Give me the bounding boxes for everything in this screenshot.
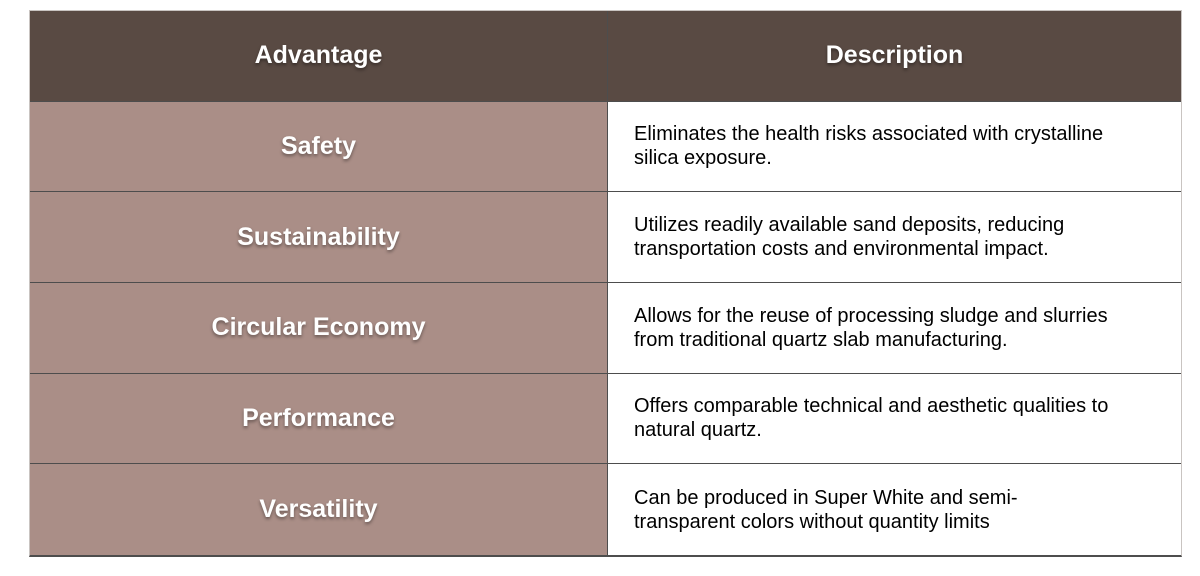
advantage-cell-sustainability: Sustainability bbox=[30, 192, 608, 283]
advantage-label: Versatility bbox=[259, 495, 378, 524]
description-cell-performance: Offers comparable technical and aestheti… bbox=[608, 373, 1181, 465]
description-cell-circular-economy: Allows for the reuse of processing sludg… bbox=[608, 282, 1181, 374]
advantage-label: Performance bbox=[242, 403, 395, 432]
advantage-cell-performance: Performance bbox=[30, 373, 608, 465]
advantage-cell-safety: Safety bbox=[30, 101, 608, 193]
header-cell-advantage: Advantage bbox=[30, 11, 608, 102]
description-text: Allows for the reuse of processing sludg… bbox=[634, 304, 1108, 351]
advantage-label: Circular Economy bbox=[211, 313, 426, 342]
advantage-cell-circular-economy: Circular Economy bbox=[30, 282, 608, 374]
description-text: Utilizes readily available sand deposits… bbox=[634, 214, 1065, 261]
description-cell-safety: Eliminates the health risks associated w… bbox=[608, 101, 1181, 193]
advantage-label: Sustainability bbox=[237, 222, 400, 251]
description-text: Eliminates the health risks associated w… bbox=[634, 123, 1104, 170]
header-cell-description: Description bbox=[608, 11, 1181, 102]
advantage-cell-versatility: Versatility bbox=[30, 464, 608, 555]
header-description-label: Description bbox=[825, 41, 964, 70]
description-text: Offers comparable technical and aestheti… bbox=[634, 395, 1109, 442]
description-text: Can be produced in Super White and semi-… bbox=[634, 486, 1018, 533]
description-cell-sustainability: Utilizes readily available sand deposits… bbox=[608, 192, 1181, 283]
advantages-table: Advantage Description Safety Eliminates … bbox=[29, 10, 1182, 557]
description-cell-versatility: Can be produced in Super White and semi-… bbox=[608, 464, 1181, 555]
advantage-label: Safety bbox=[280, 131, 357, 160]
header-advantage-label: Advantage bbox=[254, 41, 383, 70]
